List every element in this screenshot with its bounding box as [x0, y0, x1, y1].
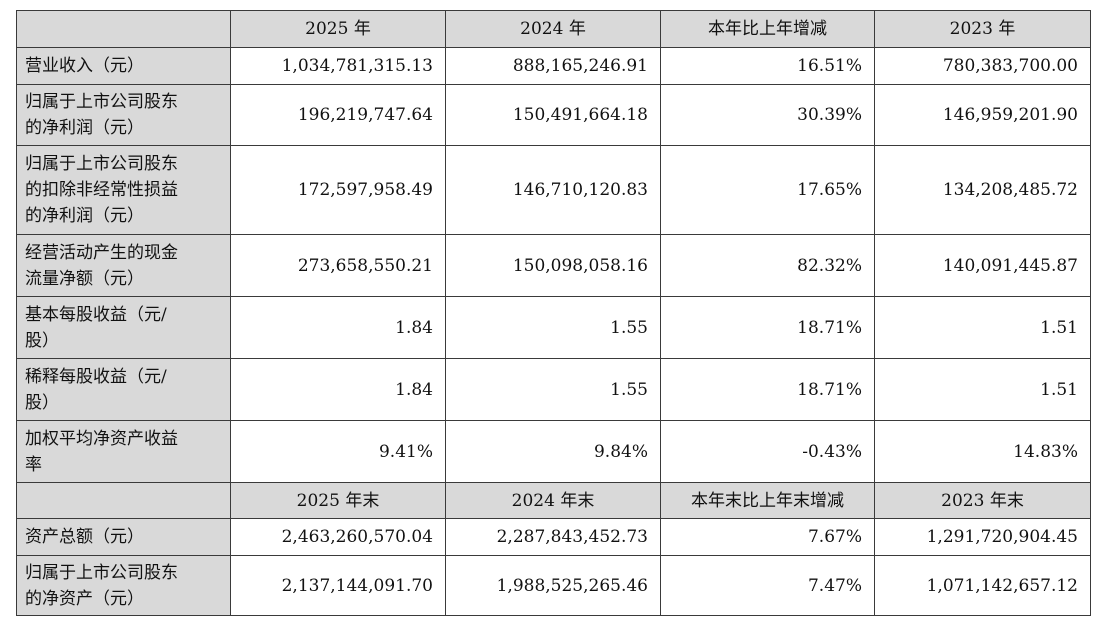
value-cell: 14.83% — [874, 420, 1091, 483]
table-row: 归属于上市公司股东 的扣除非经常性损益 的净利润（元） 172,597,958.… — [16, 145, 1091, 235]
table-row: 稀释每股收益（元/ 股） 1.84 1.55 18.71% 1.51 — [16, 358, 1091, 421]
row-label-line: 率 — [25, 454, 42, 475]
table-row: 基本每股收益（元/ 股） 1.84 1.55 18.71% 1.51 — [16, 296, 1091, 359]
row-label-line: 归属于上市公司股东 — [25, 562, 178, 583]
value-cell: 17.65% — [660, 145, 875, 235]
header-cell-2023-end: 2023 年末 — [874, 482, 1091, 519]
row-label-line: 的净利润（元） — [25, 206, 144, 226]
header-cell-blank — [16, 482, 231, 519]
value-cell: 9.41% — [230, 420, 446, 483]
value-cell: 1,291,720,904.45 — [874, 518, 1091, 556]
value-cell: 2,463,260,570.04 — [230, 518, 446, 556]
header-cell-2024-end: 2024 年末 — [445, 482, 661, 519]
row-label: 基本每股收益（元/ 股） — [16, 296, 231, 359]
header-cell-change: 本年比上年增减 — [660, 10, 875, 48]
value-cell: -0.43% — [660, 420, 875, 483]
header-cell-2023: 2023 年 — [874, 10, 1091, 48]
value-cell: 1.55 — [445, 296, 661, 359]
value-cell: 1,034,781,315.13 — [230, 47, 446, 85]
value-cell: 82.32% — [660, 234, 875, 297]
value-cell: 172,597,958.49 — [230, 145, 446, 235]
row-label: 经营活动产生的现金 流量净额（元） — [16, 234, 231, 297]
value-cell: 7.67% — [660, 518, 875, 556]
header-row-period-end: 2025 年末 2024 年末 本年末比上年末增减 2023 年末 — [16, 482, 1091, 519]
value-cell: 888,165,246.91 — [445, 47, 661, 85]
row-label-line: 的净利润（元） — [25, 118, 144, 138]
value-cell: 146,710,120.83 — [445, 145, 661, 235]
row-label-line: 流量净额（元） — [25, 268, 144, 289]
value-cell: 2,287,843,452.73 — [445, 518, 661, 556]
header-cell-2025: 2025 年 — [230, 10, 446, 48]
value-cell: 1,988,525,265.46 — [445, 555, 661, 616]
table-row: 资产总额（元） 2,463,260,570.04 2,287,843,452.7… — [16, 518, 1091, 556]
header-cell-2024: 2024 年 — [445, 10, 661, 48]
row-label-line: 归属于上市公司股东 — [25, 92, 178, 112]
row-label: 归属于上市公司股东 的净利润（元） — [16, 84, 231, 146]
value-cell: 1.51 — [874, 358, 1091, 421]
value-cell: 150,491,664.18 — [445, 84, 661, 146]
row-label-line: 稀释每股收益（元/ — [25, 366, 167, 387]
value-cell: 150,098,058.16 — [445, 234, 661, 297]
table-row: 归属于上市公司股东 的净利润（元） 196,219,747.64 150,491… — [16, 84, 1091, 146]
value-cell: 18.71% — [660, 358, 875, 421]
value-cell: 780,383,700.00 — [874, 47, 1091, 85]
row-label-line: 资产总额（元） — [25, 527, 144, 547]
value-cell: 1.55 — [445, 358, 661, 421]
value-cell: 9.84% — [445, 420, 661, 483]
row-label: 加权平均净资产收益 率 — [16, 420, 231, 483]
value-cell: 134,208,485.72 — [874, 145, 1091, 235]
table-row: 营业收入（元） 1,034,781,315.13 888,165,246.91 … — [16, 47, 1091, 85]
row-label: 资产总额（元） — [16, 518, 231, 556]
row-label-line: 的扣除非经常性损益 — [25, 180, 178, 200]
table-row: 归属于上市公司股东 的净资产（元） 2,137,144,091.70 1,988… — [16, 555, 1091, 616]
header-cell-change-end: 本年末比上年末增减 — [660, 482, 875, 519]
row-label-line: 的净资产（元） — [25, 588, 144, 609]
header-cell-blank — [16, 10, 231, 48]
value-cell: 1,071,142,657.12 — [874, 555, 1091, 616]
row-label-line: 营业收入（元） — [25, 56, 144, 76]
row-label: 营业收入（元） — [16, 47, 231, 85]
row-label-line: 归属于上市公司股东 — [25, 154, 178, 174]
value-cell: 2,137,144,091.70 — [230, 555, 446, 616]
value-cell: 146,959,201.90 — [874, 84, 1091, 146]
value-cell: 16.51% — [660, 47, 875, 85]
value-cell: 1.84 — [230, 358, 446, 421]
row-label: 稀释每股收益（元/ 股） — [16, 358, 231, 421]
row-label-line: 基本每股收益（元/ — [25, 304, 167, 325]
value-cell: 1.51 — [874, 296, 1091, 359]
row-label: 归属于上市公司股东 的扣除非经常性损益 的净利润（元） — [16, 145, 231, 235]
value-cell: 18.71% — [660, 296, 875, 359]
table-row: 经营活动产生的现金 流量净额（元） 273,658,550.21 150,098… — [16, 234, 1091, 297]
table-row: 加权平均净资产收益 率 9.41% 9.84% -0.43% 14.83% — [16, 420, 1091, 483]
header-row-period: 2025 年 2024 年 本年比上年增减 2023 年 — [16, 10, 1091, 48]
row-label-line: 加权平均净资产收益 — [25, 428, 178, 449]
value-cell: 7.47% — [660, 555, 875, 616]
row-label-line: 股） — [25, 330, 59, 351]
financial-summary-table: 2025 年 2024 年 本年比上年增减 2023 年 营业收入（元） 1,0… — [16, 10, 1091, 616]
value-cell: 1.84 — [230, 296, 446, 359]
row-label-line: 股） — [25, 392, 59, 413]
value-cell: 140,091,445.87 — [874, 234, 1091, 297]
value-cell: 196,219,747.64 — [230, 84, 446, 146]
row-label-line: 经营活动产生的现金 — [25, 242, 178, 263]
value-cell: 30.39% — [660, 84, 875, 146]
value-cell: 273,658,550.21 — [230, 234, 446, 297]
row-label: 归属于上市公司股东 的净资产（元） — [16, 555, 231, 616]
header-cell-2025-end: 2025 年末 — [230, 482, 446, 519]
